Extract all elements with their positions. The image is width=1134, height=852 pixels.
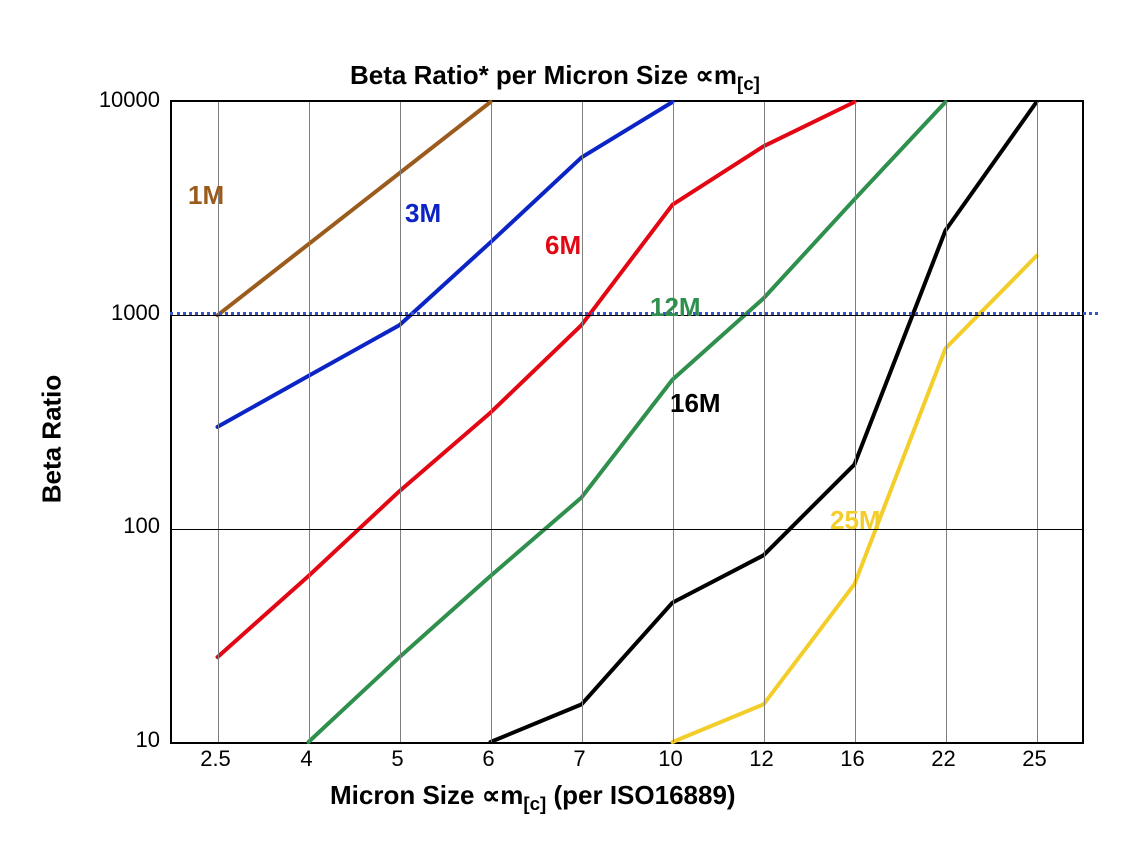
y-tick-label: 10000 — [70, 87, 160, 113]
x-tick-label: 2.5 — [200, 746, 231, 772]
series-label-3m: 3M — [405, 198, 441, 229]
reference-line-beta-1000 — [170, 312, 1098, 315]
grid-v — [1037, 102, 1038, 742]
series-label-12m: 12M — [650, 292, 701, 323]
chart-root: Beta Ratio* per Micron Size ∝m[c] Beta R… — [0, 0, 1134, 852]
grid-v — [673, 102, 674, 742]
y-tick-label: 10 — [70, 727, 160, 753]
x-tick-label: 6 — [482, 746, 494, 772]
grid-v — [855, 102, 856, 742]
x-tick-label: 25 — [1022, 746, 1046, 772]
grid-v — [309, 102, 310, 742]
x-tick-label: 10 — [658, 746, 682, 772]
series-1m — [218, 102, 491, 315]
x-tick-label: 7 — [573, 746, 585, 772]
x-tick-label: 4 — [300, 746, 312, 772]
x-axis-label: Micron Size ∝m[c] (per ISO16889) — [330, 780, 736, 815]
x-tick-label: 12 — [749, 746, 773, 772]
y-tick-label: 1000 — [70, 300, 160, 326]
grid-v — [400, 102, 401, 742]
grid-v — [491, 102, 492, 742]
series-label-6m: 6M — [545, 230, 581, 261]
plot-area — [170, 100, 1084, 744]
series-label-25m: 25M — [830, 505, 881, 536]
grid-v — [946, 102, 947, 742]
x-tick-label: 16 — [840, 746, 864, 772]
grid-v — [764, 102, 765, 742]
grid-h — [172, 315, 1082, 316]
series-label-1m: 1M — [188, 180, 224, 211]
x-tick-label: 5 — [391, 746, 403, 772]
y-axis-label: Beta Ratio — [37, 375, 68, 504]
x-tick-label: 22 — [931, 746, 955, 772]
grid-h — [172, 529, 1082, 530]
series-6m — [218, 102, 855, 657]
chart-title: Beta Ratio* per Micron Size ∝m[c] — [350, 60, 760, 95]
y-tick-label: 100 — [70, 513, 160, 539]
series-label-16m: 16M — [670, 388, 721, 419]
grid-v — [582, 102, 583, 742]
